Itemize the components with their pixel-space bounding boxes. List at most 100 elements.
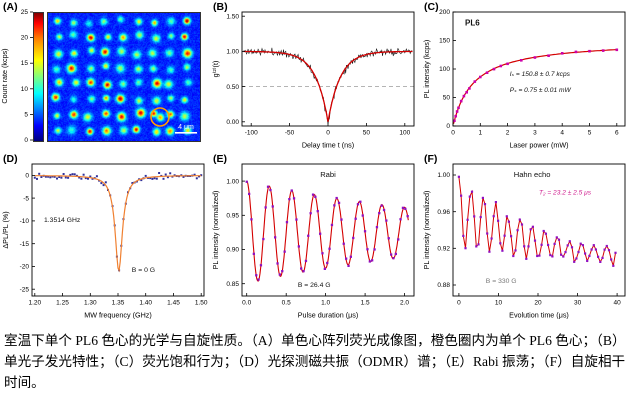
svg-text:-100: -100	[245, 130, 258, 137]
svg-text:Pulse duration (μs): Pulse duration (μs)	[298, 311, 358, 320]
confocal-map: 4 μm	[47, 12, 201, 142]
svg-text:0.0: 0.0	[242, 300, 251, 307]
svg-text:0.85: 0.85	[226, 281, 239, 288]
svg-text:0: 0	[326, 130, 330, 137]
svg-text:150: 150	[439, 38, 450, 45]
svg-text:20: 20	[534, 300, 542, 307]
svg-text:1: 1	[478, 130, 482, 137]
svg-text:5: 5	[588, 130, 592, 137]
panel-c-label: (C)	[424, 1, 439, 13]
hahn-echo-plot: 0 10 20 30 40 0.88 0.92 0.96 1.00 Evolution time …	[422, 163, 626, 320]
svg-text:1.00: 1.00	[226, 178, 239, 185]
svg-text:B = 330 G: B = 330 G	[486, 278, 517, 285]
svg-text:1.5: 1.5	[361, 300, 370, 307]
svg-text:Iₛ = 150.8 ± 0.7 kcps: Iₛ = 150.8 ± 0.7 kcps	[510, 71, 571, 78]
svg-text:3: 3	[533, 130, 537, 137]
svg-text:Rabi: Rabi	[320, 170, 336, 179]
svg-text:0: 0	[24, 137, 28, 144]
svg-text:50: 50	[363, 130, 371, 137]
svg-text:0: 0	[446, 123, 450, 130]
svg-text:0.96: 0.96	[437, 209, 450, 216]
svg-text:B = 26.4 G: B = 26.4 G	[298, 282, 331, 289]
panel-f: (F) 0 10 20 30 40 0.88 0.92 0.96 1.00 Evolution t…	[421, 152, 632, 322]
svg-text:T₂ = 23.2 ± 2.5 μs: T₂ = 23.2 ± 2.5 μs	[539, 189, 592, 196]
panel-e-label: (E)	[213, 153, 227, 165]
svg-text:Count rate (kcps): Count rate (kcps)	[0, 48, 9, 103]
panel-a: (A) Count rate (kcps) 25 20 15 10 5 0 4 μm	[0, 0, 210, 152]
svg-text:20: 20	[21, 35, 29, 42]
svg-text:5: 5	[24, 111, 28, 118]
panel-d: (D) 1.20 1.25 1.30 1.35 1.40 1.45 1.50 0 -5 -10 -1…	[0, 152, 210, 322]
svg-text:ΔPL/PL (%): ΔPL/PL (%)	[1, 211, 10, 248]
odmr-plot: 1.20 1.25 1.30 1.35 1.40 1.45 1.50 0 -5 -10 -15 -20…	[1, 163, 208, 320]
svg-text:1.50: 1.50	[226, 13, 239, 20]
svg-text:1.50: 1.50	[195, 300, 208, 307]
svg-text:25: 25	[21, 9, 29, 16]
svg-text:-15: -15	[20, 241, 30, 248]
svg-text:1.30: 1.30	[84, 300, 97, 307]
panel-c: (C) 0 1 2 3 4 5 6 0 50 100 150 200 Laser power (mW) P…	[421, 0, 632, 152]
svg-text:1.40: 1.40	[139, 300, 152, 307]
svg-text:1.20: 1.20	[28, 300, 41, 307]
svg-text:-25: -25	[20, 286, 30, 293]
svg-text:1.00: 1.00	[437, 172, 450, 179]
panel-b-label: (B)	[213, 1, 228, 13]
svg-text:15: 15	[21, 60, 29, 67]
svg-text:Laser power (mW): Laser power (mW)	[509, 141, 568, 150]
svg-text:0.5: 0.5	[282, 300, 291, 307]
svg-text:1.00: 1.00	[226, 49, 239, 56]
svg-text:0: 0	[25, 173, 29, 180]
svg-text:Pₛ = 0.75 ± 0.01 mW: Pₛ = 0.75 ± 0.01 mW	[510, 87, 572, 94]
svg-text:0: 0	[457, 300, 461, 307]
svg-text:10: 10	[495, 300, 503, 307]
figure-grid: (A) Count rate (kcps) 25 20 15 10 5 0 4 μm (B)…	[0, 0, 632, 322]
panel-f-label: (F)	[424, 153, 438, 165]
svg-text:PL intensity (kcps): PL intensity (kcps)	[422, 40, 431, 98]
panel-a-label: (A)	[3, 1, 18, 13]
svg-text:4: 4	[560, 130, 564, 137]
svg-text:PL intensity (normalized): PL intensity (normalized)	[422, 191, 431, 270]
svg-text:-5: -5	[23, 195, 29, 202]
svg-text:2: 2	[506, 130, 510, 137]
svg-text:-20: -20	[20, 264, 30, 271]
svg-text:40: 40	[613, 300, 621, 307]
svg-text:0.88: 0.88	[437, 282, 450, 289]
svg-text:2.0: 2.0	[400, 300, 409, 307]
svg-text:1.25: 1.25	[56, 300, 69, 307]
svg-text:200: 200	[439, 9, 450, 16]
svg-text:30: 30	[574, 300, 582, 307]
svg-text:MW frequency (GHz): MW frequency (GHz)	[84, 311, 152, 320]
svg-text:1.35: 1.35	[112, 300, 125, 307]
g2-antibunching-plot: -100 -50 0 50 100 0.00 0.50 1.00 1.50 Delay time …	[211, 11, 415, 150]
svg-text:0.90: 0.90	[226, 247, 239, 254]
panel-b: (B) -100 -50 0 50 100 0.00 0.50 1.00 1.50 Delay t…	[210, 0, 421, 152]
svg-text:Hahn echo: Hahn echo	[514, 170, 551, 179]
svg-text:1.3514 GHz: 1.3514 GHz	[44, 217, 81, 224]
figure-caption: 室温下单个 PL6 色心的光学与自旋性质。（A）单色心阵列荧光成像图，橙色圈内为…	[4, 333, 626, 391]
svg-text:Delay time t (ns): Delay time t (ns)	[302, 141, 354, 150]
svg-text:0: 0	[451, 130, 455, 137]
svg-text:6: 6	[615, 130, 619, 137]
svg-text:PL6: PL6	[465, 19, 480, 28]
svg-text:1.0: 1.0	[321, 300, 330, 307]
svg-text:100: 100	[399, 130, 410, 137]
rabi-plot: 0.0 0.5 1.0 1.5 2.0 0.85 0.90 0.95 1.00 Pulse dur…	[211, 163, 415, 320]
svg-text:1.45: 1.45	[167, 300, 180, 307]
svg-text:Evolution time (μs): Evolution time (μs)	[509, 311, 569, 320]
svg-text:0.95: 0.95	[226, 213, 239, 220]
svg-text:0.00: 0.00	[226, 119, 239, 126]
svg-text:0.50: 0.50	[226, 84, 239, 91]
panel-d-label: (D)	[3, 153, 18, 165]
panel-e: (E) 0.0 0.5 1.0 1.5 2.0 0.85 0.90 0.95 1.00 Pulse…	[210, 152, 421, 322]
svg-text:g⁽²⁾(t): g⁽²⁾(t)	[211, 61, 220, 78]
fluorescence-map-canvas	[47, 12, 201, 142]
colorbar-axis: Count rate (kcps) 25 20 15 10 5 0	[0, 9, 33, 144]
figure-page: (A) Count rate (kcps) 25 20 15 10 5 0 4 μm (B)…	[0, 0, 632, 391]
svg-text:B = 0 G: B = 0 G	[132, 267, 155, 274]
svg-text:-50: -50	[285, 130, 295, 137]
svg-text:100: 100	[439, 66, 450, 73]
svg-text:PL intensity (normalized): PL intensity (normalized)	[211, 191, 220, 270]
colorbar	[33, 12, 44, 142]
svg-text:50: 50	[443, 95, 451, 102]
svg-text:-10: -10	[20, 218, 30, 225]
